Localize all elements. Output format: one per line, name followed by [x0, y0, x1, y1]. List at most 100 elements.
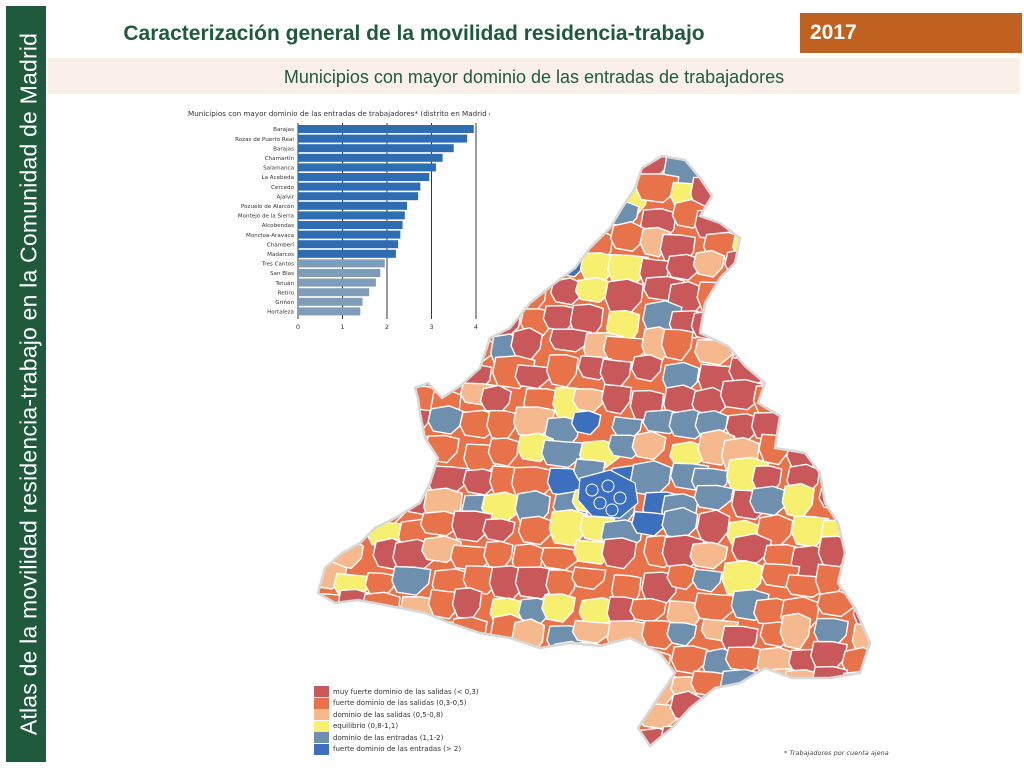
municipality-region: [751, 231, 791, 265]
municipality-region: [389, 459, 434, 489]
chart-bar-0: [298, 125, 474, 133]
legend-item: equilibrio (0,8-1,1): [314, 720, 479, 732]
municipality-region: [520, 252, 557, 281]
municipality-region: [726, 311, 771, 337]
municipality-region: [816, 590, 857, 618]
municipality-region: [549, 277, 585, 306]
municipality-region: [810, 355, 853, 389]
chart-bar-16: [298, 278, 376, 287]
municipality-region: [372, 646, 410, 682]
municipality-region: [548, 328, 592, 353]
municipality-region: [517, 515, 554, 546]
municipality-region: [340, 408, 373, 442]
municipality-region: [513, 651, 550, 684]
municipality-region: [318, 411, 357, 448]
municipality-region: [462, 646, 500, 676]
municipality-region: [784, 328, 821, 353]
municipality-region: [693, 592, 738, 622]
municipality-region: [660, 328, 694, 362]
municipality-region: [340, 458, 384, 487]
municipality-region: [725, 413, 762, 442]
municipality-region: [631, 430, 667, 461]
municipality-region: [751, 335, 790, 366]
chart-category-label: Chamartín: [265, 155, 295, 162]
municipality-region: [510, 466, 555, 501]
municipality-region: [514, 364, 552, 390]
municipality-region: [318, 489, 354, 520]
municipality-region: [749, 156, 789, 180]
municipality-region: [520, 203, 555, 238]
municipality-region: [318, 616, 344, 648]
madrid-capital-region: [577, 469, 639, 519]
municipality-region: [335, 331, 370, 360]
municipality-region: [822, 253, 856, 286]
legend-label: dominio de las entradas (1,1-2): [333, 733, 444, 742]
municipality-region: [571, 388, 607, 413]
municipality-region: [318, 463, 338, 488]
municipality-region: [691, 568, 723, 593]
municipality-region: [391, 357, 429, 384]
municipality-region: [693, 484, 734, 511]
municipality-region: [511, 618, 546, 656]
municipality-region: [811, 665, 849, 698]
municipality-region: [852, 690, 870, 718]
municipality-region: [782, 180, 818, 216]
municipality-region: [700, 748, 743, 763]
chart-labels: Barajas Rozas de Puerto Real Barajas Chamar…: [235, 127, 295, 315]
municipality-region: [482, 518, 516, 543]
municipality-region: [659, 724, 703, 746]
subtitle-bar: Municipios con mayor dominio de las entr…: [48, 58, 1020, 94]
municipality-region: [481, 649, 515, 677]
legend-item: dominio de las entradas (1,1-2): [314, 732, 479, 743]
municipalities-map: [316, 154, 872, 763]
municipality-region: [607, 253, 649, 287]
municipality-region: [810, 201, 848, 234]
municipality-region: [845, 465, 870, 499]
municipality-region: [669, 690, 702, 722]
municipality-region: [393, 621, 436, 657]
legend-swatch: [314, 709, 329, 720]
municipality-region: [550, 744, 586, 746]
municipality-region: [820, 174, 857, 203]
chart-category-label: Alcobendas: [262, 223, 294, 229]
legend-swatch: [314, 697, 329, 709]
municipality-region: [781, 482, 815, 519]
chart-bar-6: [298, 182, 421, 191]
municipality-region: [785, 156, 825, 186]
municipality-region: [485, 228, 529, 263]
municipality-region: [820, 463, 865, 490]
municipality-region: [552, 204, 588, 234]
municipality-region: [395, 338, 435, 373]
municipality-region: [630, 354, 663, 382]
chart-bar-17: [298, 288, 370, 297]
municipality-region: [638, 650, 672, 684]
municipality-region: [758, 749, 787, 763]
municipality-region: [318, 354, 334, 389]
municipality-region: [821, 156, 853, 175]
map-outline: [316, 154, 872, 748]
municipality-region: [725, 197, 764, 228]
municipality-region: [849, 507, 870, 541]
municipality-region: [811, 279, 851, 312]
chart-x-tick: 3: [429, 323, 433, 331]
legend-item: fuerte dominio de las entradas (> 2): [314, 743, 479, 755]
chart-category-label: Chamberí: [267, 241, 295, 248]
municipality-region: [361, 591, 401, 629]
municipality-region: [366, 618, 403, 646]
legend-swatch: [314, 732, 329, 743]
madrid-district: [605, 503, 619, 517]
chart-bar-1: [298, 134, 468, 143]
municipality-region: [846, 432, 870, 461]
madrid-district: [613, 491, 627, 505]
municipality-region: [424, 647, 467, 674]
municipality-region: [510, 156, 545, 192]
legend-item: dominio de las salidas (0,5-0,8): [314, 709, 479, 720]
municipality-region: [546, 353, 579, 388]
municipality-region: [481, 675, 515, 713]
figure: Municipios con mayor dominio de las entr…: [180, 98, 910, 763]
municipality-region: [486, 156, 520, 184]
municipality-region: [571, 619, 613, 644]
chart-bar-9: [298, 211, 405, 220]
municipality-region: [548, 509, 589, 547]
municipality-region: [511, 720, 553, 746]
